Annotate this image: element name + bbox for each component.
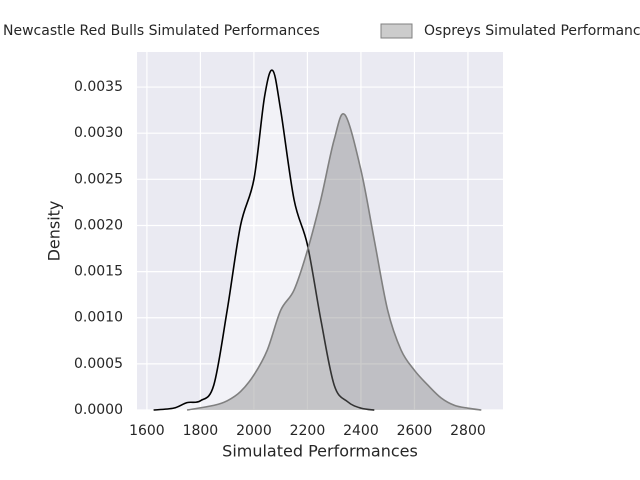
y-tick-label: 0.0035	[74, 79, 123, 95]
y-tick-label: 0.0005	[74, 356, 123, 372]
plot-area	[137, 52, 503, 410]
x-tick-label: 2800	[450, 423, 486, 439]
x-tick-label: 1800	[183, 423, 219, 439]
y-tick-label: 0.0010	[74, 310, 123, 326]
y-tick-label: 0.0000	[74, 402, 123, 418]
y-axis-label: Density	[45, 201, 64, 262]
density-line	[186, 112, 482, 411]
y-tick-label: 0.0030	[74, 125, 123, 141]
density-area	[153, 70, 375, 410]
x-tick-label: 2000	[236, 423, 272, 439]
y-tick-label: 0.0015	[74, 264, 123, 280]
legend-swatch	[380, 23, 413, 39]
grid	[137, 52, 503, 411]
legend-label: Newcastle Red Bulls Simulated Performanc…	[3, 23, 320, 39]
x-tick-label: 2600	[397, 423, 433, 439]
x-tick-label: 1600	[129, 423, 165, 439]
density-area	[187, 113, 482, 410]
x-tick-label: 2200	[290, 423, 326, 439]
marks	[153, 69, 482, 411]
legend-label: Ospreys Simulated Performances	[424, 23, 640, 39]
y-tick-label: 0.0025	[74, 171, 123, 187]
x-tick-label: 2400	[343, 423, 379, 439]
y-tick-label: 0.0020	[74, 217, 123, 233]
density-line	[153, 69, 375, 411]
x-axis-label: Simulated Performances	[222, 442, 418, 461]
